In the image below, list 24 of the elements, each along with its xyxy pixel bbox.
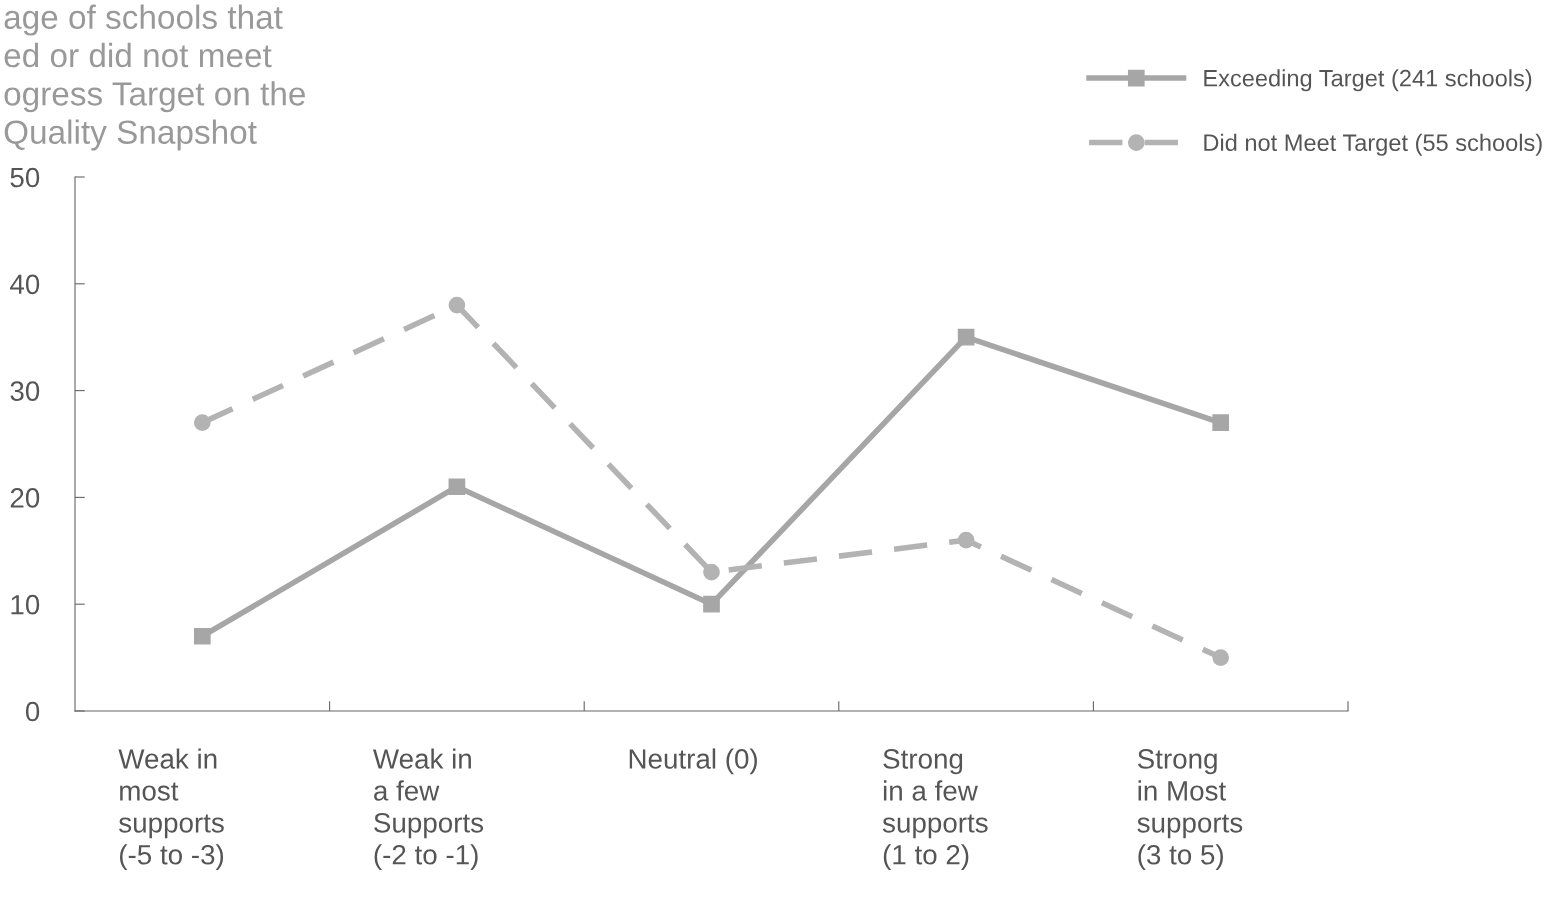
y-tick-label: 20 <box>10 488 40 508</box>
point <box>957 328 975 346</box>
x-tick-label: Weak in a few Supports (-2 to -1) <box>373 748 484 871</box>
legend-label: Did not Meet Target (55 schools) <box>1204 133 1542 156</box>
y-tick-label: 30 <box>10 381 40 401</box>
y-tick-label: 50 <box>10 167 40 188</box>
x-tick-label: Strong in Most supports (3 to 5) <box>1137 749 1243 871</box>
x-tick-label: Weak in most supports (-5 to -3) <box>118 748 224 871</box>
x-tick-label: Neutral (0) <box>629 748 757 775</box>
point <box>1212 414 1230 431</box>
x-tick-label: Strong in a few supports (1 to 2) <box>882 749 988 871</box>
chart-title: age of schools that ed or did not meet ogress Target on the Quality Snapshot <box>4 4 305 151</box>
point <box>703 595 720 613</box>
point <box>448 296 466 314</box>
y-tick-label: 0 <box>25 701 40 722</box>
point <box>1212 649 1230 666</box>
point <box>957 531 975 549</box>
point <box>193 627 211 645</box>
point <box>448 478 466 496</box>
y-tick-label: 40 <box>10 274 40 295</box>
point <box>193 414 211 431</box>
point <box>703 563 720 581</box>
legend-label: Exceeding Target (241 schools) <box>1204 69 1532 92</box>
y-tick-label: 10 <box>11 594 40 615</box>
